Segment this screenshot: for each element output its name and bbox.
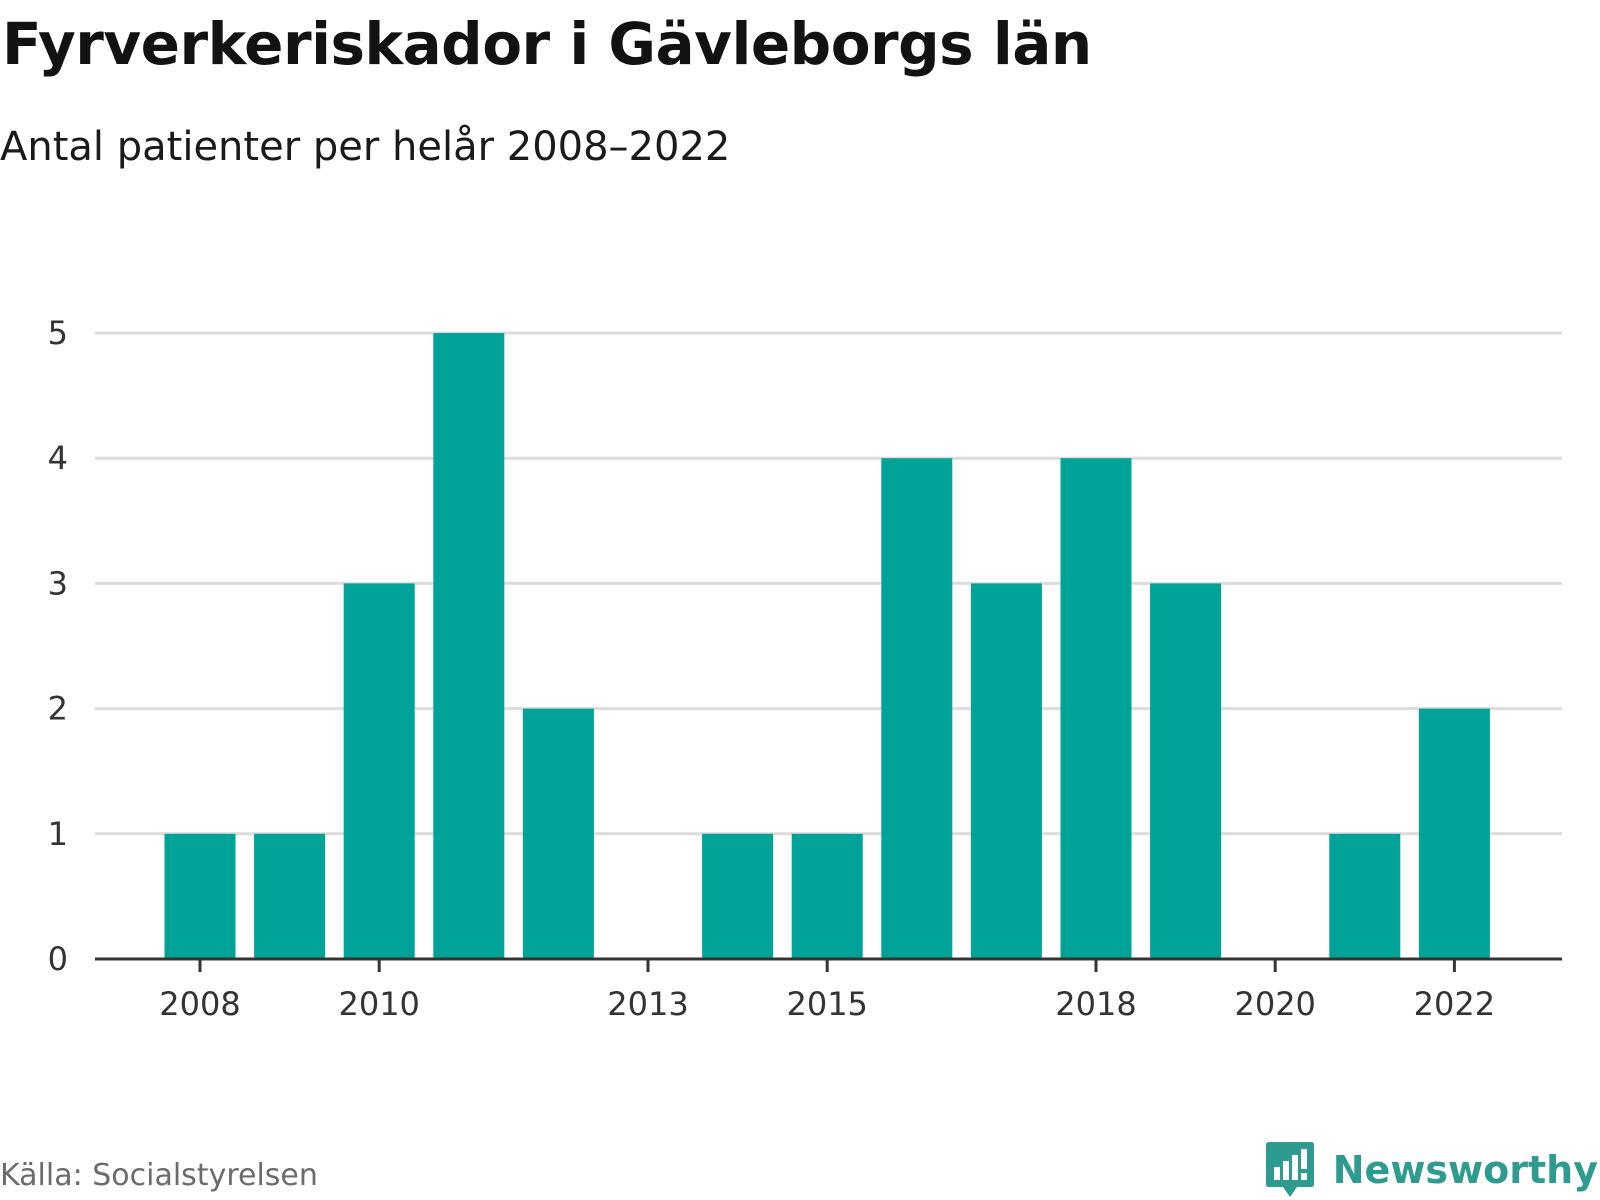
y-tick-label: 0: [48, 940, 68, 978]
bar-2014: [702, 833, 774, 959]
gridlines: [95, 331, 1562, 836]
chart-subtitle: Antal patienter per helår 2008–2022: [0, 124, 731, 170]
x-axis: 2008 2010 2013 2015 2018 2020 2022: [95, 957, 1562, 1023]
bar-2019: [1150, 583, 1222, 959]
bar-2018: [1060, 458, 1132, 959]
x-tick-label: 2022: [1414, 985, 1495, 1023]
bar-2021: [1329, 833, 1401, 959]
bar-2015: [791, 833, 863, 959]
y-tick-label: 1: [48, 815, 68, 853]
bar-2017: [970, 583, 1042, 959]
y-tick-label: 5: [48, 314, 68, 352]
bars: [164, 333, 1490, 959]
x-tick-label: 2008: [159, 985, 240, 1023]
y-tick-label: 2: [48, 690, 68, 728]
bar-2016: [881, 458, 953, 959]
newsworthy-logo-icon: [1265, 1142, 1314, 1197]
y-tick-label: 4: [48, 439, 68, 477]
x-tick-label: 2013: [607, 985, 688, 1023]
brand-name: Newsworthy: [1332, 1148, 1598, 1192]
bar-2012: [522, 708, 594, 959]
y-tick-label: 3: [48, 564, 68, 602]
bar-2008: [164, 833, 236, 959]
y-axis-tick-labels: 0 1 2 3 4 5: [48, 314, 68, 978]
bar-2022: [1418, 708, 1490, 959]
x-tick-label: 2018: [1055, 985, 1136, 1023]
bar-2011: [433, 333, 505, 959]
x-tick-label: 2015: [786, 985, 867, 1023]
x-tick-label: 2010: [338, 985, 419, 1023]
bar-2010: [343, 583, 415, 959]
chart-title: Fyrverkeriskador i Gävleborgs län: [2, 10, 1092, 78]
x-tick-label: 2020: [1234, 985, 1315, 1023]
bar-2009: [254, 833, 326, 959]
brand-logo-group: Newsworthy: [1265, 1140, 1598, 1200]
source-note: Källa: Socialstyrelsen: [0, 1158, 318, 1193]
